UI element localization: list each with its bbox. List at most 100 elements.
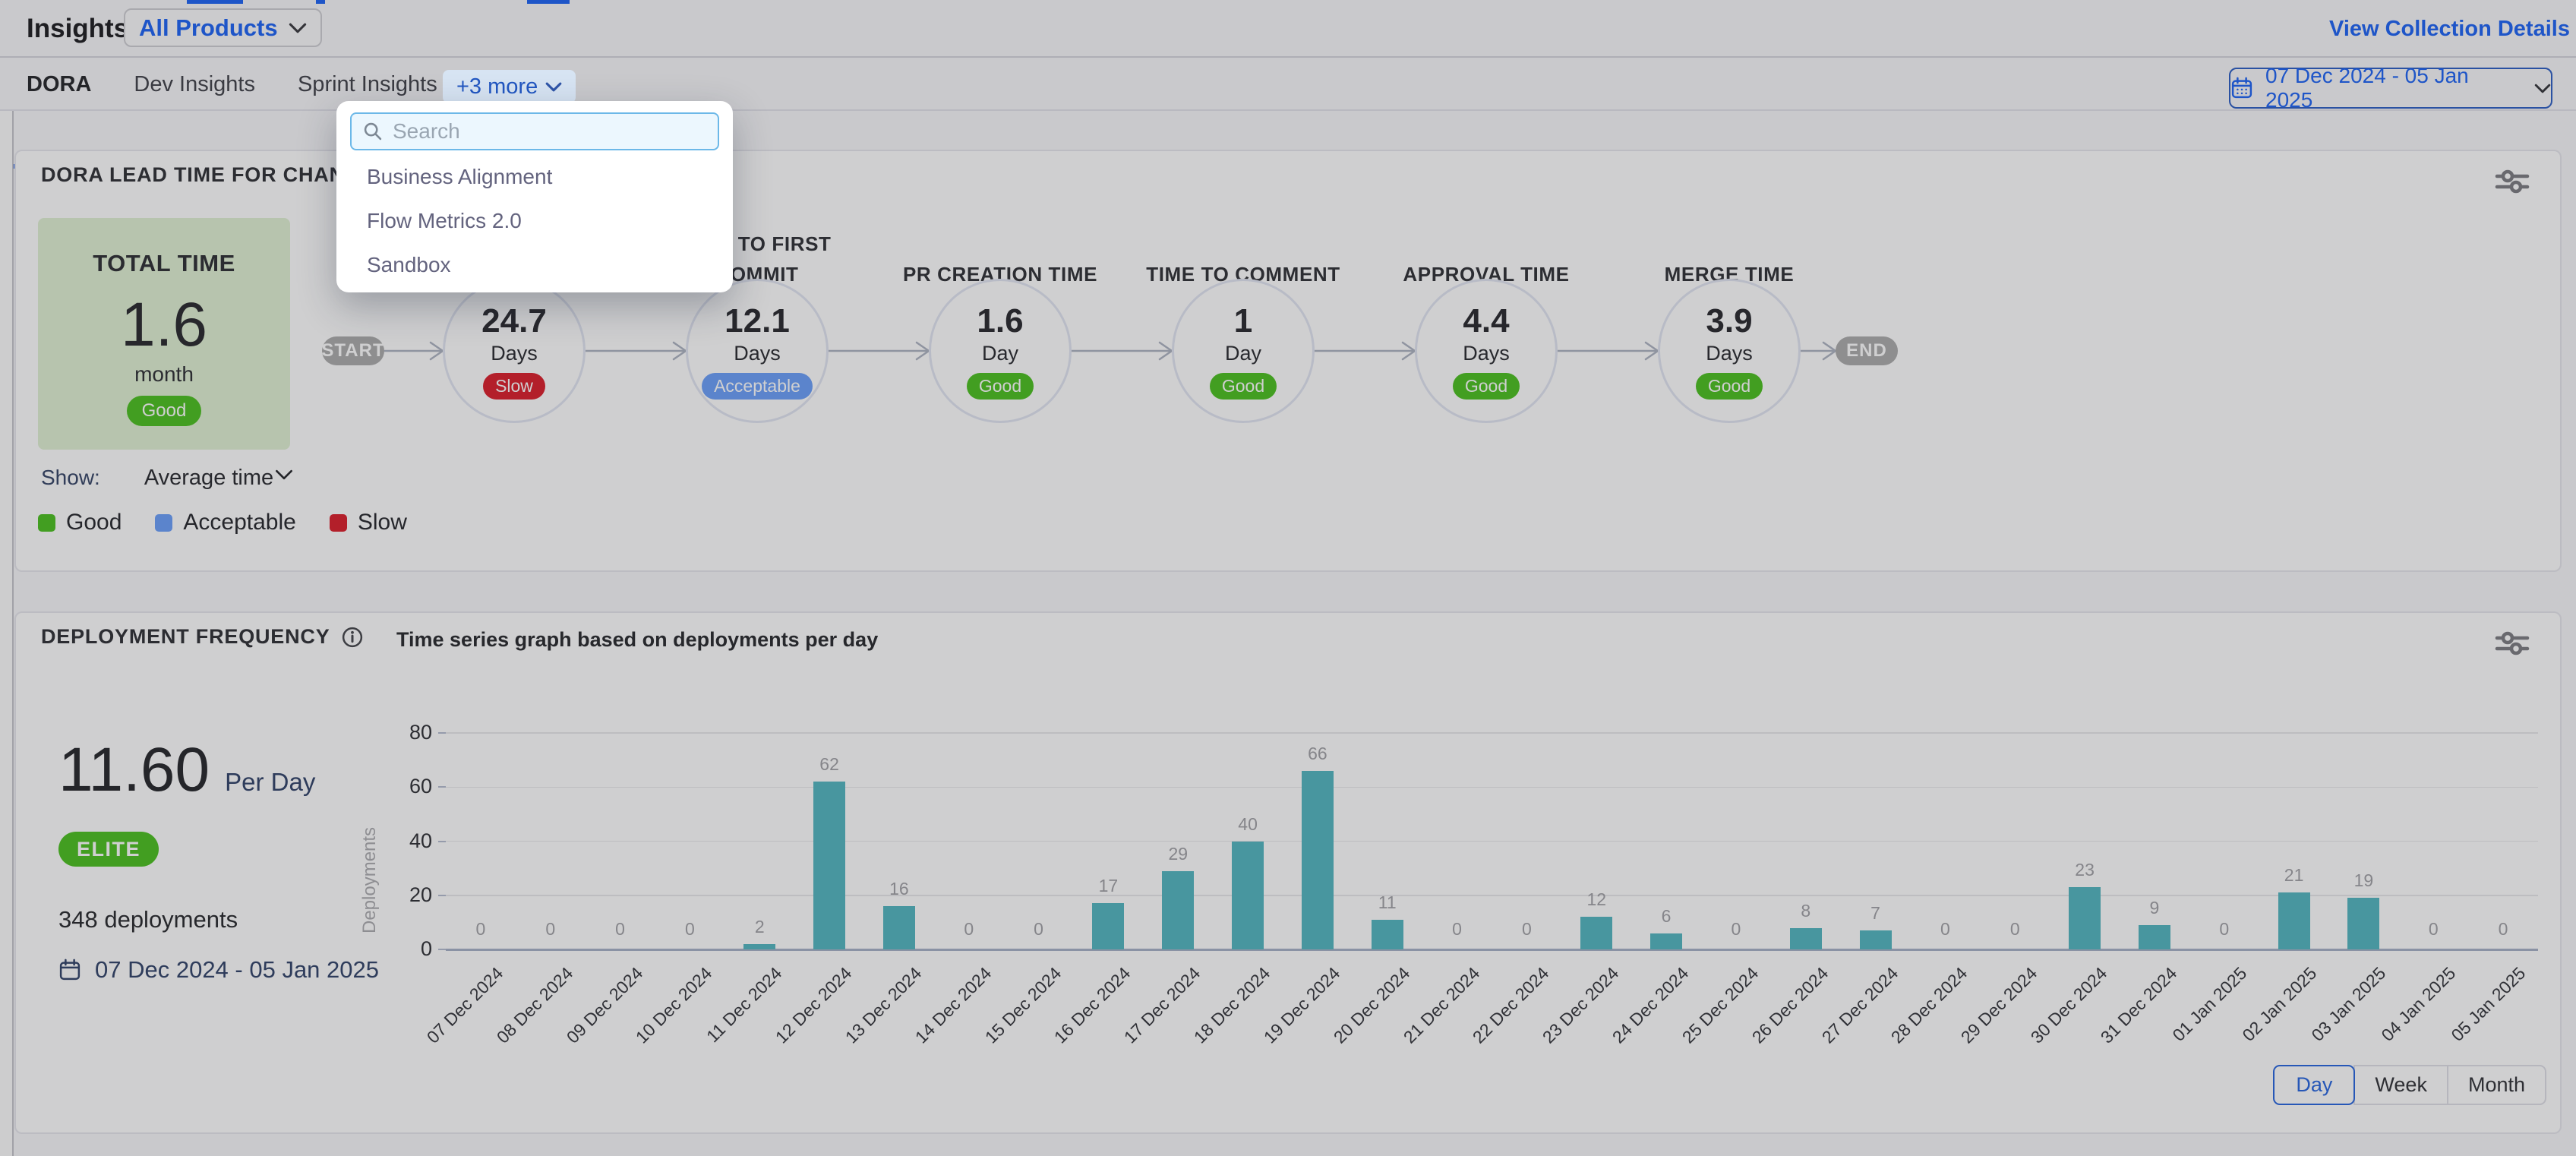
stage-value: 4.4 xyxy=(1463,302,1510,340)
stage-unit: Days xyxy=(1463,342,1510,365)
chevron-down-icon xyxy=(289,22,307,34)
bar-value-label: 40 xyxy=(1238,813,1258,834)
granularity-toggle: Day Week Month xyxy=(2273,1065,2546,1105)
info-icon[interactable] xyxy=(341,626,364,649)
total-time-status-badge: Good xyxy=(126,396,202,426)
legend-item-acceptable: Acceptable xyxy=(155,510,296,535)
x-tick-label: 05 Jan 2025 xyxy=(2447,963,2530,1045)
stage-status-badge: Slow xyxy=(483,373,545,400)
granularity-week[interactable]: Week xyxy=(2353,1065,2448,1105)
bar-value-label: 9 xyxy=(2149,897,2160,918)
deployment-date-range-label: 07 Dec 2024 - 05 Jan 2025 xyxy=(95,956,379,983)
flow-node-5[interactable]: 3.9 Days Good xyxy=(1658,279,1801,423)
flow-node-4[interactable]: 4.4 Days Good xyxy=(1415,279,1558,423)
y-tick-40 xyxy=(438,840,446,842)
dropdown-item-flow-metrics-2-0[interactable]: Flow Metrics 2.0 xyxy=(367,209,522,232)
flow-end-pill: END xyxy=(1836,336,1898,365)
bar-value-label: 0 xyxy=(685,919,695,939)
dropdown-search-box[interactable] xyxy=(350,112,719,150)
bar-13-Dec-2024[interactable] xyxy=(882,906,915,949)
bar-30-Dec-2024[interactable] xyxy=(2069,887,2101,949)
bar-value-label: 7 xyxy=(1870,903,1880,924)
granularity-day[interactable]: Day xyxy=(2273,1065,2356,1105)
legend-item-good: Good xyxy=(38,510,122,535)
stage-value: 1 xyxy=(1233,302,1253,340)
bar-value-label: 0 xyxy=(2428,919,2439,939)
bar-02-Jan-2025[interactable] xyxy=(2278,892,2310,949)
dropdown-item-sandbox[interactable]: Sandbox xyxy=(367,253,451,276)
bar-03-Jan-2025[interactable] xyxy=(2347,898,2380,949)
show-value[interactable]: Average time xyxy=(144,465,274,490)
left-scroll-rail[interactable] xyxy=(0,111,14,1156)
bar-20-Dec-2024[interactable] xyxy=(1371,919,1403,949)
stage-value: 1.6 xyxy=(977,302,1024,340)
bar-31-Dec-2024[interactable] xyxy=(2138,924,2170,949)
bar-11-Dec-2024[interactable] xyxy=(743,943,776,949)
flow-node-2[interactable]: 1.6 Day Good xyxy=(929,279,1072,423)
flow-node-1[interactable]: 12.1 Days Acceptable xyxy=(686,279,829,423)
bar-value-label: 0 xyxy=(615,919,625,939)
bar-16-Dec-2024[interactable] xyxy=(1092,903,1125,949)
view-collection-details-link[interactable]: View Collection Details xyxy=(2329,17,2570,41)
bar-value-label: 0 xyxy=(1522,919,1532,939)
date-range-picker[interactable]: 07 Dec 2024 - 05 Jan 2025 xyxy=(2229,64,2552,112)
y-tick-label-60: 60 xyxy=(409,775,432,798)
bar-value-label: 23 xyxy=(2075,860,2095,880)
tab-dora[interactable]: DORA xyxy=(27,71,92,96)
granularity-month[interactable]: Month xyxy=(2446,1065,2546,1105)
flow-node-0[interactable]: 24.7 Days Slow xyxy=(443,279,586,423)
stage-status-badge: Good xyxy=(966,373,1034,400)
card-settings-icon[interactable] xyxy=(2495,630,2530,657)
status-legend: Good Acceptable Slow xyxy=(38,510,407,535)
legend-label: Good xyxy=(66,510,122,535)
more-tabs-label: +3 more xyxy=(456,74,538,99)
gridline-80 xyxy=(446,732,2538,734)
x-tick-label: 02 Jan 2025 xyxy=(2238,963,2320,1045)
bar-23-Dec-2024[interactable] xyxy=(1580,917,1613,949)
bar-value-label: 0 xyxy=(1731,919,1741,939)
total-time-label: TOTAL TIME xyxy=(93,250,235,276)
chevron-down-icon[interactable] xyxy=(275,469,293,481)
bar-value-label: 66 xyxy=(1308,743,1327,763)
chevron-down-icon xyxy=(545,81,562,93)
y-tick-80 xyxy=(438,732,446,734)
bar-value-label: 0 xyxy=(1452,919,1462,939)
bar-12-Dec-2024[interactable] xyxy=(813,782,846,949)
stage-unit: Day xyxy=(981,342,1018,365)
x-tick-label: 04 Jan 2025 xyxy=(2377,963,2460,1045)
calendar-icon xyxy=(2230,77,2253,99)
bar-value-label: 62 xyxy=(819,754,839,775)
tab-sprint-insights[interactable]: Sprint Insights xyxy=(297,71,437,96)
tier-badge: ELITE xyxy=(58,832,159,867)
bar-value-label: 2 xyxy=(754,916,765,936)
bar-18-Dec-2024[interactable] xyxy=(1232,841,1264,949)
flow-node-3[interactable]: 1 Day Good xyxy=(1172,279,1315,423)
bar-value-label: 0 xyxy=(2009,919,2020,939)
legend-item-slow: Slow xyxy=(329,510,407,535)
deployment-card-title: DEPLOYMENT FREQUENCY xyxy=(41,625,330,648)
y-tick-label-20: 20 xyxy=(409,883,432,906)
dropdown-item-business-alignment[interactable]: Business Alignment xyxy=(367,165,553,188)
card-settings-icon[interactable] xyxy=(2495,168,2530,195)
deployment-rate-value: 11.60 xyxy=(58,735,210,804)
clipped-link-fragment xyxy=(527,0,570,4)
bar-17-Dec-2024[interactable] xyxy=(1162,870,1195,949)
bar-26-Dec-2024[interactable] xyxy=(1789,927,1822,949)
total-time-block: TOTAL TIME 1.6 month Good xyxy=(38,218,290,450)
total-time-value: 1.6 xyxy=(121,290,207,359)
x-tick-label: 01 Jan 2025 xyxy=(2168,963,2251,1045)
bar-19-Dec-2024[interactable] xyxy=(1301,770,1334,949)
bar-27-Dec-2024[interactable] xyxy=(1859,930,1892,949)
dropdown-search-input[interactable] xyxy=(393,119,707,144)
tab-dev-insights[interactable]: Dev Insights xyxy=(134,71,255,96)
more-tabs-trigger[interactable]: +3 more xyxy=(443,70,576,103)
deployment-card-subtitle: Time series graph based on deployments p… xyxy=(396,628,879,651)
calendar-icon xyxy=(58,959,81,981)
bar-24-Dec-2024[interactable] xyxy=(1650,933,1683,949)
bar-value-label: 0 xyxy=(964,919,974,939)
product-selector-button[interactable]: All Products xyxy=(124,8,322,47)
bar-value-label: 12 xyxy=(1586,889,1607,910)
stage-status-badge: Good xyxy=(1695,373,1763,400)
page-header: Insights for All Products View Collectio… xyxy=(0,0,2576,58)
